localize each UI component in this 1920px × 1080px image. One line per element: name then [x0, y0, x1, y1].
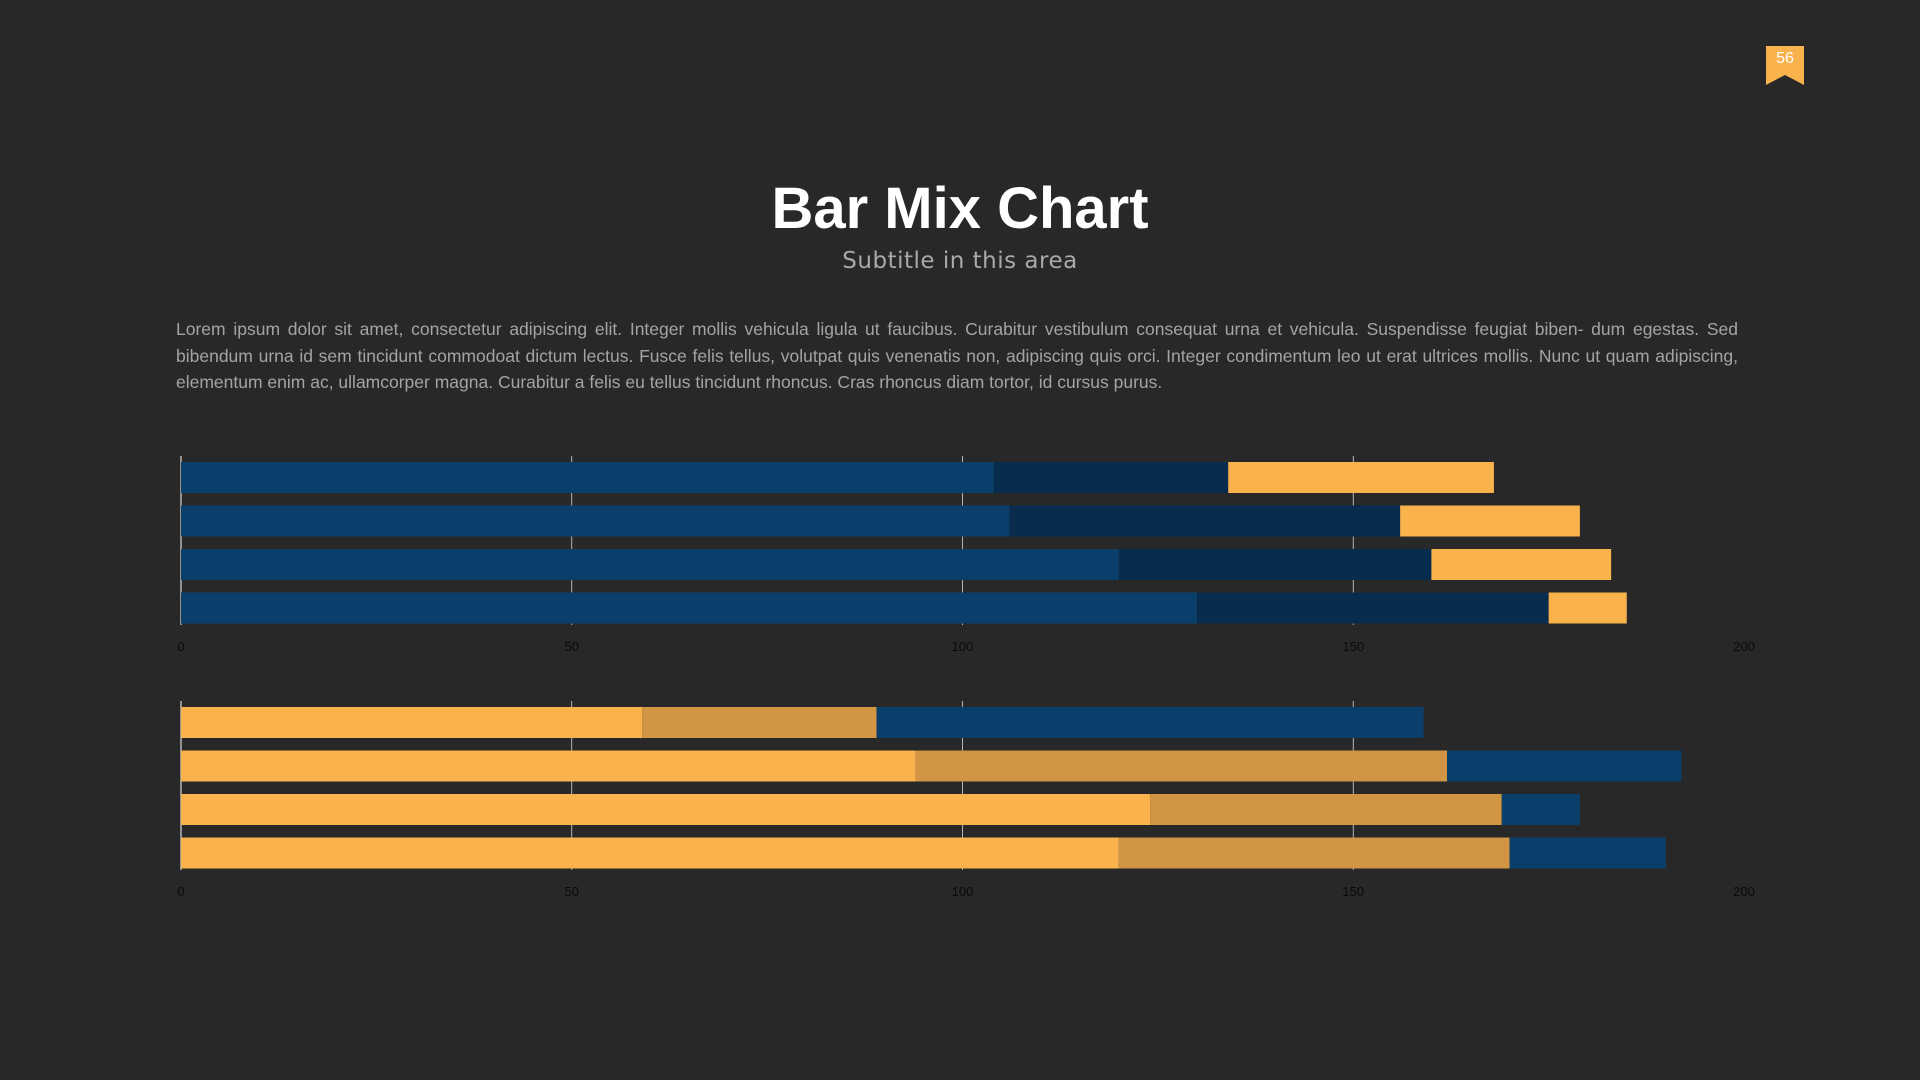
top-bar-row1-seg3	[1228, 462, 1494, 493]
top-tick-label-4: 200	[1733, 639, 1755, 654]
top-bar-row4-seg3	[1548, 592, 1627, 624]
top-tick-label-1: 50	[565, 639, 579, 654]
top-tick-label-0: 0	[177, 639, 184, 654]
top-bar-row3-seg2	[1118, 549, 1432, 580]
bar-chart-top: 0 50 100 150 200	[0, 450, 1920, 665]
page-number: 56	[1776, 50, 1794, 67]
top-bar-row4-seg2	[1196, 592, 1549, 624]
top-bar-row4-seg1	[181, 592, 1197, 624]
page-subtitle: Subtitle in this area	[842, 248, 1078, 274]
bottom-bar-row1-seg1	[181, 707, 643, 738]
bottom-tick-label-3: 150	[1342, 884, 1364, 899]
bar-chart-bottom: 0 50 100 150 200	[0, 695, 1920, 910]
top-bar-row3-seg3	[1431, 549, 1612, 580]
bottom-bar-row2-seg1	[181, 750, 916, 782]
page-number-badge: 56	[1766, 46, 1804, 85]
top-bar-row3-seg1	[181, 549, 1119, 580]
bottom-bar-row3-seg1	[181, 794, 1151, 825]
bottom-bar-row1-seg3	[876, 707, 1424, 738]
page-title: Bar Mix Chart	[771, 176, 1149, 241]
bottom-tick-label-1: 50	[565, 884, 579, 899]
bottom-bar-row4-seg1	[181, 837, 1119, 869]
bottom-bar-row4-seg3	[1509, 837, 1666, 869]
bottom-bar-row2-seg3	[1447, 750, 1682, 782]
top-bar-row2-seg3	[1400, 505, 1580, 537]
body-paragraph: Lorem ipsum dolor sit amet, consectetur …	[176, 319, 1738, 392]
bar-chart-top-svg: 0 50 100 150 200	[177, 456, 1755, 654]
bottom-bar-row3-seg2	[1150, 794, 1502, 825]
bottom-tick-label-4: 200	[1733, 884, 1755, 899]
top-tick-label-3: 150	[1342, 639, 1364, 654]
bottom-tick-label-2: 100	[952, 884, 974, 899]
bottom-bar-row3-seg3	[1501, 794, 1580, 825]
top-bar-row2-seg2	[1009, 505, 1401, 537]
top-bar-row1-seg2	[993, 462, 1229, 493]
top-tick-label-2: 100	[952, 639, 974, 654]
bar-chart-bottom-svg: 0 50 100 150 200	[177, 701, 1755, 899]
bottom-bar-row1-seg2	[642, 707, 877, 738]
bottom-tick-label-0: 0	[177, 884, 184, 899]
top-bar-row2-seg1	[181, 505, 1010, 537]
bottom-bar-row2-seg2	[915, 750, 1448, 782]
bottom-bar-row4-seg2	[1118, 837, 1510, 869]
bookmark-icon	[1766, 46, 1804, 85]
top-bar-row1-seg1	[181, 462, 994, 493]
